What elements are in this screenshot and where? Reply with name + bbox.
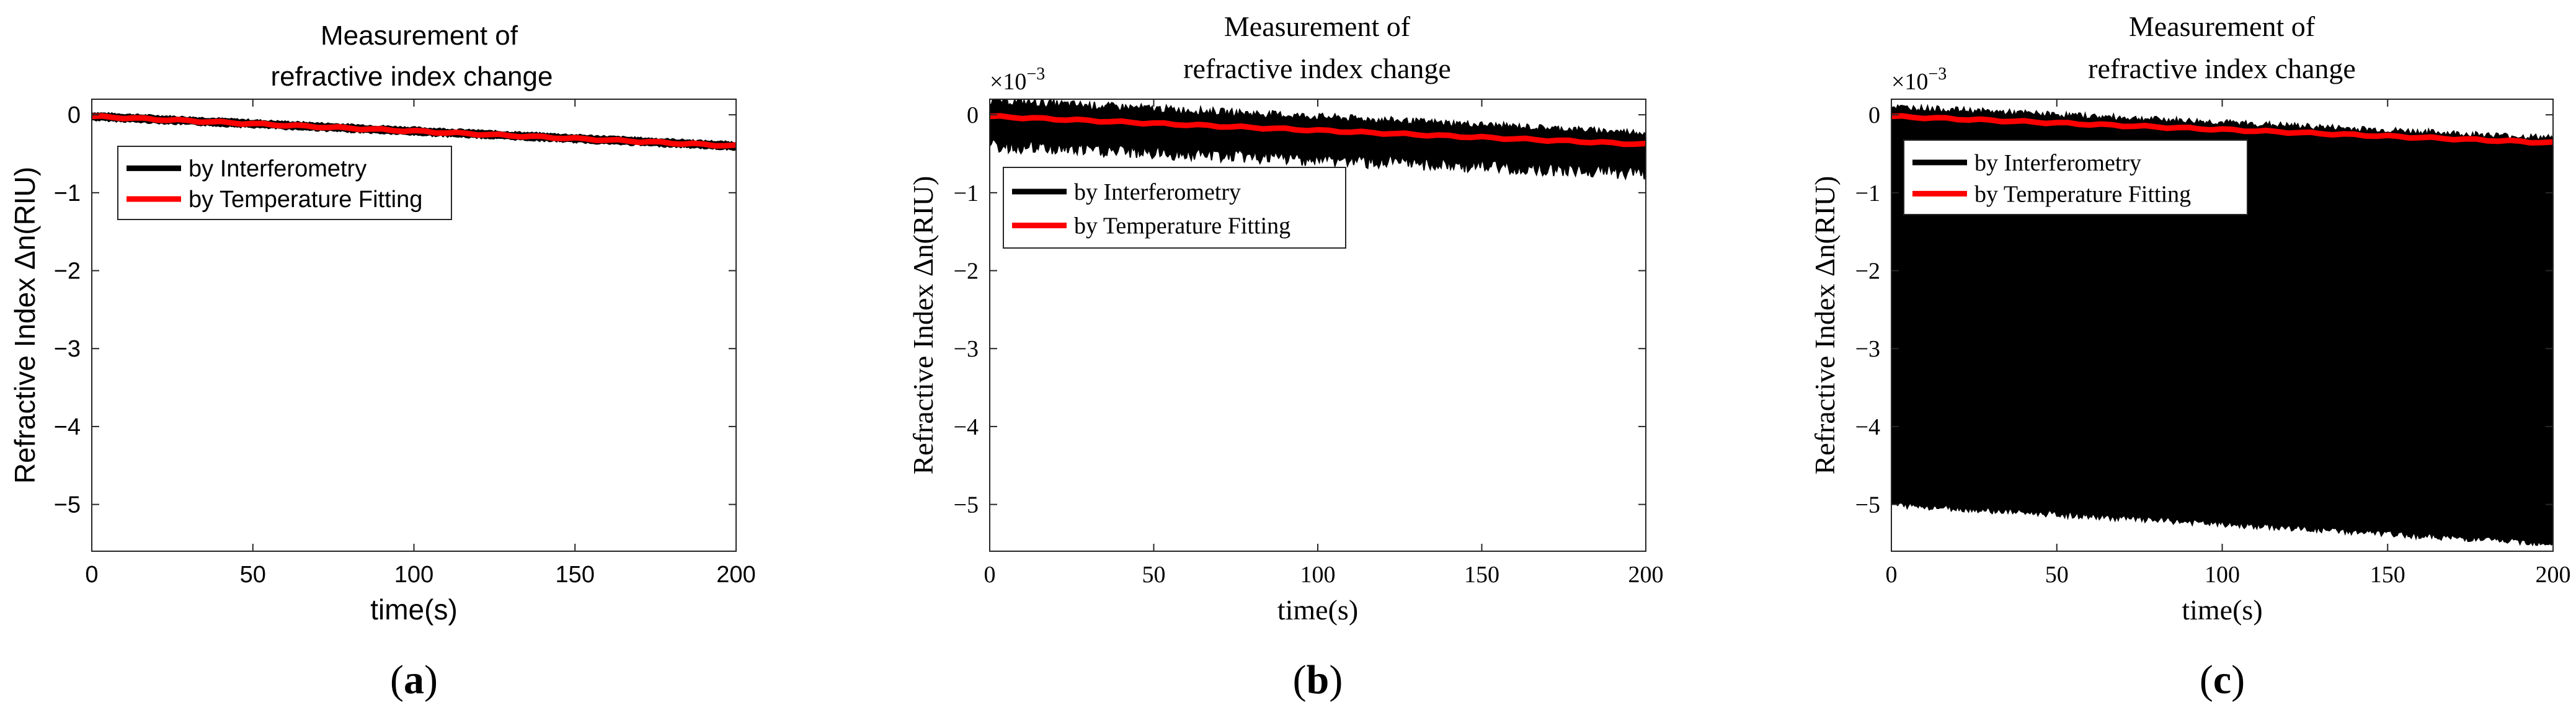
series-temperature-fitting-line [990, 113, 1646, 148]
legend-box [117, 146, 452, 220]
x-tick-label: 0 [85, 562, 98, 588]
y-tick-label: −4 [1855, 414, 1880, 440]
legend-box [1003, 167, 1346, 249]
x-tick-label: 150 [1464, 562, 1499, 588]
x-tick-label: 200 [716, 562, 755, 588]
chart-title-line-2: refractive index change [1183, 53, 1451, 84]
plot-data [92, 112, 736, 151]
series-temperature-fitting-line [92, 113, 736, 149]
y-tick-label: −2 [1855, 259, 1880, 285]
series-interferometry-band [990, 99, 1646, 181]
legend-label-interferometry: by Interferometry [1074, 179, 1241, 205]
chart-title-line-1: Measurement of [1224, 11, 1411, 42]
x-tick-label: 100 [394, 562, 433, 588]
x-tick-label: 50 [240, 562, 266, 588]
y-tick-label: −3 [1855, 336, 1880, 362]
y-tick-label: 0 [1868, 102, 1880, 128]
y-tick-label: −5 [954, 492, 979, 518]
y-tick-label: −2 [54, 259, 81, 285]
x-tick-label: 100 [1300, 562, 1336, 588]
chart-panel-b: Measurement of refractive index change 0 50… [907, 11, 1664, 702]
x-tick-label: 150 [556, 562, 595, 588]
legend-box [1903, 140, 2248, 215]
chart-panel-a: Measurement of refractive index change 0 50… [9, 20, 756, 702]
panel-caption: (b) [1293, 657, 1343, 702]
y-tick-label: −5 [54, 492, 81, 518]
y-exponent-power: −3 [1928, 64, 1947, 84]
x-tick-label: 50 [2045, 562, 2069, 588]
y-tick-label: −4 [954, 414, 979, 440]
chart-title-line-1: Measurement of [2129, 11, 2316, 42]
panel-caption: (c) [2200, 657, 2245, 702]
chart-title-line-2: refractive index change [271, 61, 553, 92]
plot-data [990, 99, 1646, 181]
y-axis-label: Refractive Index Δn(RIU) [1809, 176, 1841, 475]
y-exponent-label: ×10−3 [990, 64, 1045, 95]
y-exponent-label: ×10−3 [1891, 64, 1947, 95]
legend-label-interferometry: by Interferometry [1974, 150, 2141, 176]
chart-title-line-1: Measurement of [321, 20, 518, 51]
y-axis-label: Refractive Index Δn(RIU) [9, 167, 41, 484]
y-tick-label: −1 [954, 180, 979, 206]
y-tick-label: −1 [54, 180, 81, 206]
legend: by Interferometry by Temperature Fitting [117, 146, 452, 220]
panel-caption-letter: b [1307, 657, 1330, 702]
legend-label-temperature-fitting: by Temperature Fitting [189, 187, 422, 213]
x-tick-label: 200 [2536, 562, 2571, 588]
chart-title-line-2: refractive index change [2088, 53, 2356, 84]
x-axis-label: time(s) [2182, 594, 2262, 626]
x-tick-label: 100 [2205, 562, 2240, 588]
x-axis-label: time(s) [370, 593, 458, 626]
panel-caption-close: ) [424, 657, 438, 702]
x-tick-label: 150 [2370, 562, 2405, 588]
legend: by Interferometry by Temperature Fitting [1903, 140, 2248, 215]
y-tick-label: −5 [1855, 492, 1880, 518]
panel-caption-close: ) [1329, 657, 1343, 702]
y-exponent-power: −3 [1026, 64, 1045, 84]
y-tick-label: 0 [68, 102, 81, 128]
panel-caption-letter: c [2213, 657, 2231, 702]
panel-caption-letter: a [404, 657, 424, 702]
series-interferometry-band [1891, 104, 2553, 547]
y-axis-label: Refractive Index Δn(RIU) [907, 176, 939, 475]
x-tick-label: 0 [1886, 562, 1898, 588]
plot-data [1891, 104, 2553, 547]
legend: by Interferometry by Temperature Fitting [1003, 167, 1346, 249]
panel-caption-close: ) [2231, 657, 2245, 702]
series-temperature-fitting-line [1891, 113, 2553, 146]
y-tick-label: −3 [954, 336, 979, 362]
chart-panel-c: Measurement of refractive index change 0 50… [1809, 11, 2571, 702]
y-tick-label: −2 [954, 259, 979, 285]
y-tick-label: −1 [1855, 180, 1880, 206]
y-tick-label: 0 [967, 102, 979, 128]
panel-caption: (a) [390, 657, 438, 702]
legend-label-temperature-fitting: by Temperature Fitting [1974, 181, 2191, 207]
x-tick-label: 50 [1142, 562, 1166, 588]
legend-label-temperature-fitting: by Temperature Fitting [1074, 213, 1290, 239]
y-tick-label: −4 [54, 414, 81, 440]
x-tick-label: 0 [984, 562, 996, 588]
x-axis-label: time(s) [1277, 594, 1358, 626]
y-tick-label: −3 [54, 336, 81, 362]
legend-label-interferometry: by Interferometry [189, 156, 366, 182]
x-tick-label: 200 [1628, 562, 1664, 588]
